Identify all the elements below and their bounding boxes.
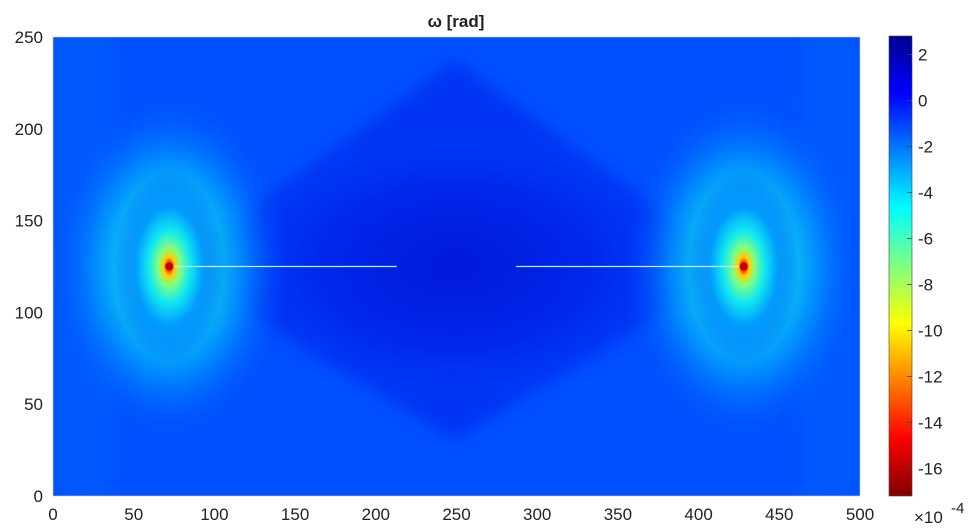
colorbar-exponent: -4: [951, 500, 964, 517]
x-tick-label: 200: [362, 505, 390, 524]
colorbar-multiplier: ×10: [914, 508, 943, 527]
hotspot-peak: [165, 262, 174, 271]
colorbar-bar: [888, 35, 913, 497]
y-tick-label: 150: [15, 212, 43, 231]
colorbar-tick-label: -12: [918, 367, 943, 386]
y-tick-label: 100: [15, 303, 43, 322]
colorbar-tick-label: -14: [918, 413, 943, 432]
central-core: [225, 126, 685, 406]
x-tick-label: 50: [124, 505, 143, 524]
y-tick-label: 0: [34, 487, 43, 506]
x-tick-label: 150: [281, 505, 309, 524]
colorbar: 2 0 -2 -4 -6 -8 -10 -12 -14 -16 ×10 -4: [888, 35, 964, 527]
y-tick-label: 200: [15, 120, 43, 139]
x-tick-label: 450: [765, 505, 793, 524]
colorbar-tick-label: -6: [918, 229, 933, 248]
colorbar-tick-label: -4: [918, 183, 933, 202]
y-axis-ticks: 0 50 100 150 200 250: [15, 28, 43, 506]
hotspot-peak: [739, 262, 748, 271]
colorbar-ticks: 2 0 -2 -4 -6 -8 -10 -12 -14 -16: [907, 45, 943, 478]
colorbar-tick-label: -2: [918, 137, 933, 156]
x-tick-label: 400: [684, 505, 712, 524]
colorbar-tick-label: 2: [918, 45, 927, 64]
x-tick-label: 0: [48, 505, 57, 524]
colorbar-tick-label: -8: [918, 275, 933, 294]
x-tick-label: 500: [846, 505, 874, 524]
hotspots: [53, 91, 860, 442]
colorbar-tick-label: -10: [918, 321, 943, 340]
plot-frame: [52, 36, 861, 497]
x-tick-label: 250: [442, 505, 470, 524]
colorbar-tick-label: -16: [918, 459, 943, 478]
chart-title: ω [rad]: [428, 12, 485, 31]
y-tick-label: 50: [24, 395, 43, 414]
plot-area: [53, 37, 860, 496]
colorbar-tick-label: 0: [918, 91, 927, 110]
y-tick-label: 250: [15, 28, 43, 47]
x-tick-label: 100: [200, 505, 228, 524]
x-tick-label: 350: [604, 505, 632, 524]
x-axis-ticks: 0 50 100 150 200 250 300 350 400 450 500: [48, 505, 874, 524]
x-tick-label: 300: [523, 505, 551, 524]
